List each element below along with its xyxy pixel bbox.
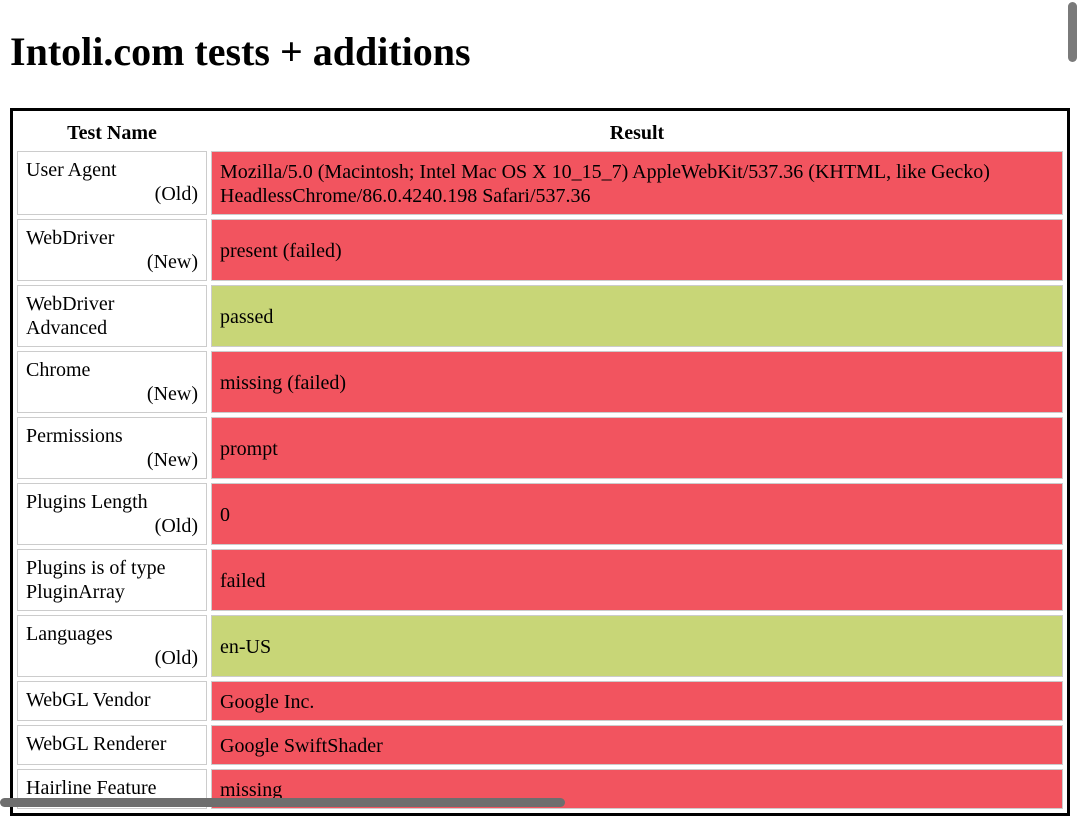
- table-row: WebGL Vendor Google Inc.: [17, 681, 1063, 721]
- result-cell: 0: [211, 483, 1063, 545]
- result-cell: Mozilla/5.0 (Macintosh; Intel Mac OS X 1…: [211, 151, 1063, 215]
- vertical-scrollbar[interactable]: [1068, 2, 1077, 62]
- test-name-cell: WebGL Renderer: [17, 725, 207, 765]
- test-tag: (New): [146, 449, 198, 471]
- test-tag: (New): [146, 383, 198, 405]
- test-name-cell: Hairline Feature: [17, 769, 207, 809]
- test-name-cell: Languages (Old): [17, 615, 207, 677]
- table-row: Languages (Old) en-US: [17, 615, 1063, 677]
- result-cell: Google Inc.: [211, 681, 1063, 721]
- test-name: Plugins Length: [26, 491, 148, 513]
- test-tag: (Old): [154, 515, 198, 537]
- column-header: Test Name: [67, 122, 157, 144]
- table-row: Plugins is of type PluginArray failed: [17, 549, 1063, 611]
- result-cell: prompt: [211, 417, 1063, 479]
- test-name-cell: Plugins is of type PluginArray: [17, 549, 207, 611]
- result-cell: en-US: [211, 615, 1063, 677]
- test-name: Permissions: [26, 425, 123, 447]
- test-tag: (Old): [154, 183, 198, 205]
- result-cell: passed: [211, 285, 1063, 347]
- test-name: WebDriver: [26, 227, 115, 249]
- results-table: Test Name Result User Agent (Old) Mozilla/…: [10, 108, 1070, 816]
- table-row: User Agent (Old) Mozilla/5.0 (Macintosh; I…: [17, 151, 1063, 215]
- horizontal-scrollbar[interactable]: [0, 798, 565, 807]
- column-header: Result: [609, 122, 665, 144]
- table-row: Permissions (New) prompt: [17, 417, 1063, 479]
- result-cell: present (failed): [211, 219, 1063, 281]
- header-row: Test Name Result: [17, 115, 1063, 147]
- table-row: WebDriver (New) present (failed): [17, 219, 1063, 281]
- test-tag: (Old): [154, 647, 198, 669]
- test-name-cell: User Agent (Old): [17, 151, 207, 215]
- test-name: WebGL Vendor: [26, 689, 151, 711]
- test-name-cell: WebDriver Advanced: [17, 285, 207, 347]
- test-name-cell: WebDriver (New): [17, 219, 207, 281]
- table-row: WebDriver Advanced passed: [17, 285, 1063, 347]
- test-name: WebGL Renderer: [26, 733, 167, 755]
- page-title: Intoli.com tests + additions: [10, 29, 471, 74]
- result-cell: missing (failed): [211, 351, 1063, 413]
- result-cell: failed: [211, 549, 1063, 611]
- table-row: Plugins Length (Old) 0: [17, 483, 1063, 545]
- test-name: User Agent: [26, 159, 117, 181]
- test-name: WebDriver Advanced: [26, 293, 115, 339]
- test-name: Plugins is of type PluginArray: [26, 557, 166, 603]
- test-tag: (New): [146, 251, 198, 273]
- test-name-cell: WebGL Vendor: [17, 681, 207, 721]
- test-name: Chrome: [26, 359, 91, 381]
- result-cell: Google SwiftShader: [211, 725, 1063, 765]
- table-row: Chrome (New) missing (failed): [17, 351, 1063, 413]
- test-name: Hairline Feature: [26, 777, 157, 799]
- table-row: WebGL Renderer Google SwiftShader: [17, 725, 1063, 765]
- test-name: Languages: [26, 623, 113, 645]
- test-name-cell: Permissions (New): [17, 417, 207, 479]
- test-name-cell: Plugins Length (Old): [17, 483, 207, 545]
- test-name-cell: Chrome (New): [17, 351, 207, 413]
